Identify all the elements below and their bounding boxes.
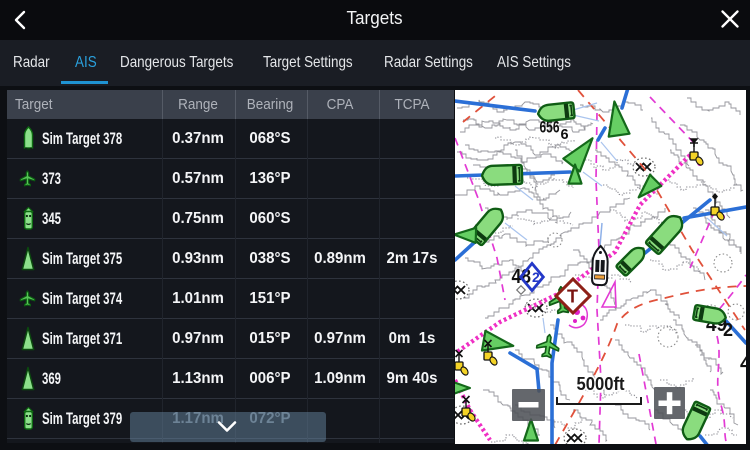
svg-text:6: 6 bbox=[561, 127, 569, 143]
svg-text:T: T bbox=[567, 287, 578, 307]
svg-text:2: 2 bbox=[532, 269, 540, 285]
svg-text:656: 656 bbox=[540, 119, 560, 137]
svg-text:4: 4 bbox=[740, 353, 746, 375]
svg-text:5000ft: 5000ft bbox=[577, 374, 625, 394]
svg-text:2: 2 bbox=[723, 320, 733, 340]
